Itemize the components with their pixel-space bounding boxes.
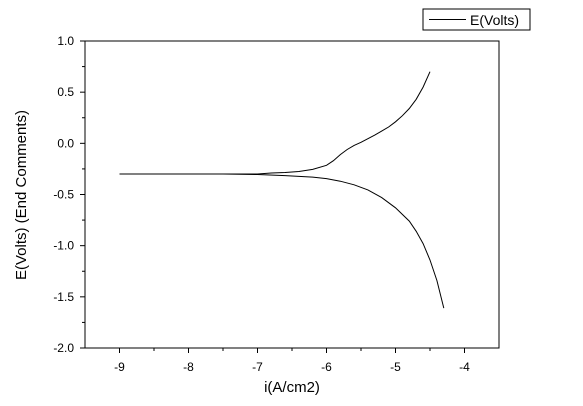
x-tick-label: -5 (390, 360, 401, 374)
x-tick-label: -7 (252, 360, 263, 374)
y-tick-label: 0.5 (57, 85, 74, 99)
x-axis-ticks: -9 -8 -7 -6 -5 -4 (114, 348, 470, 374)
x-tick-label: -9 (114, 360, 125, 374)
series-layer (119, 71, 445, 309)
y-axis-label: E(Volts) (End Comments) (13, 110, 30, 280)
legend-label: E(Volts) (470, 12, 519, 28)
x-tick-label: -6 (321, 360, 332, 374)
y-tick-label: -1.5 (53, 290, 74, 304)
y-tick-label: 0.0 (57, 136, 74, 150)
y-tick-label: -0.5 (53, 188, 74, 202)
y-axis-ticks: -2.0 -1.5 -1.0 -0.5 0.0 0.5 1.0 (53, 34, 85, 355)
x-axis-label: i(A/cm2) (264, 379, 320, 396)
series-line (119, 71, 431, 175)
legend-box (422, 8, 531, 31)
y-tick-label: -2.0 (53, 341, 74, 355)
legend: E(Volts) (422, 8, 531, 31)
series-line (119, 173, 445, 309)
y-tick-label: 1.0 (57, 34, 74, 48)
plot-frame (84, 40, 500, 349)
x-tick-label: -8 (183, 360, 194, 374)
x-tick-label: -4 (459, 360, 470, 374)
y-tick-label: -1.0 (53, 239, 74, 253)
